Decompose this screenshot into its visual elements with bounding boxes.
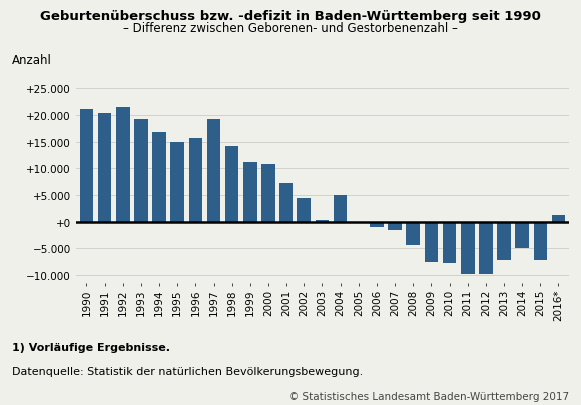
Bar bbox=[370, 222, 383, 227]
Bar bbox=[297, 198, 311, 222]
Text: – Differenz zwischen Geborenen- und Gestorbenenzahl –: – Differenz zwischen Geborenen- und Gest… bbox=[123, 22, 458, 35]
Bar bbox=[334, 196, 347, 222]
Bar bbox=[388, 222, 402, 230]
Bar bbox=[461, 222, 475, 274]
Bar bbox=[98, 114, 112, 222]
Bar bbox=[315, 221, 329, 222]
Bar bbox=[352, 222, 365, 223]
Bar bbox=[279, 184, 293, 222]
Bar bbox=[261, 164, 275, 222]
Bar bbox=[443, 222, 456, 263]
Bar bbox=[134, 120, 148, 222]
Text: Anzahl: Anzahl bbox=[12, 54, 52, 67]
Bar bbox=[533, 222, 547, 260]
Bar bbox=[80, 110, 93, 222]
Text: Datenquelle: Statistik der natürlichen Bevölkerungsbewegung.: Datenquelle: Statistik der natürlichen B… bbox=[12, 367, 363, 377]
Bar bbox=[170, 143, 184, 222]
Bar bbox=[225, 147, 238, 222]
Bar bbox=[152, 133, 166, 222]
Bar bbox=[243, 163, 257, 222]
Bar bbox=[425, 222, 438, 262]
Bar bbox=[116, 108, 130, 222]
Bar bbox=[497, 222, 511, 260]
Bar bbox=[515, 222, 529, 249]
Text: Geburtenüberschuss bzw. -defizit in Baden-Württemberg seit 1990: Geburtenüberschuss bzw. -defizit in Bade… bbox=[40, 10, 541, 23]
Bar bbox=[189, 139, 202, 222]
Text: 1) Vorläufige Ergebnisse.: 1) Vorläufige Ergebnisse. bbox=[12, 342, 170, 352]
Bar bbox=[207, 120, 220, 222]
Bar bbox=[479, 222, 493, 275]
Bar bbox=[407, 222, 420, 245]
Bar bbox=[552, 216, 565, 222]
Text: © Statistisches Landesamt Baden-Württemberg 2017: © Statistisches Landesamt Baden-Württemb… bbox=[289, 391, 569, 401]
